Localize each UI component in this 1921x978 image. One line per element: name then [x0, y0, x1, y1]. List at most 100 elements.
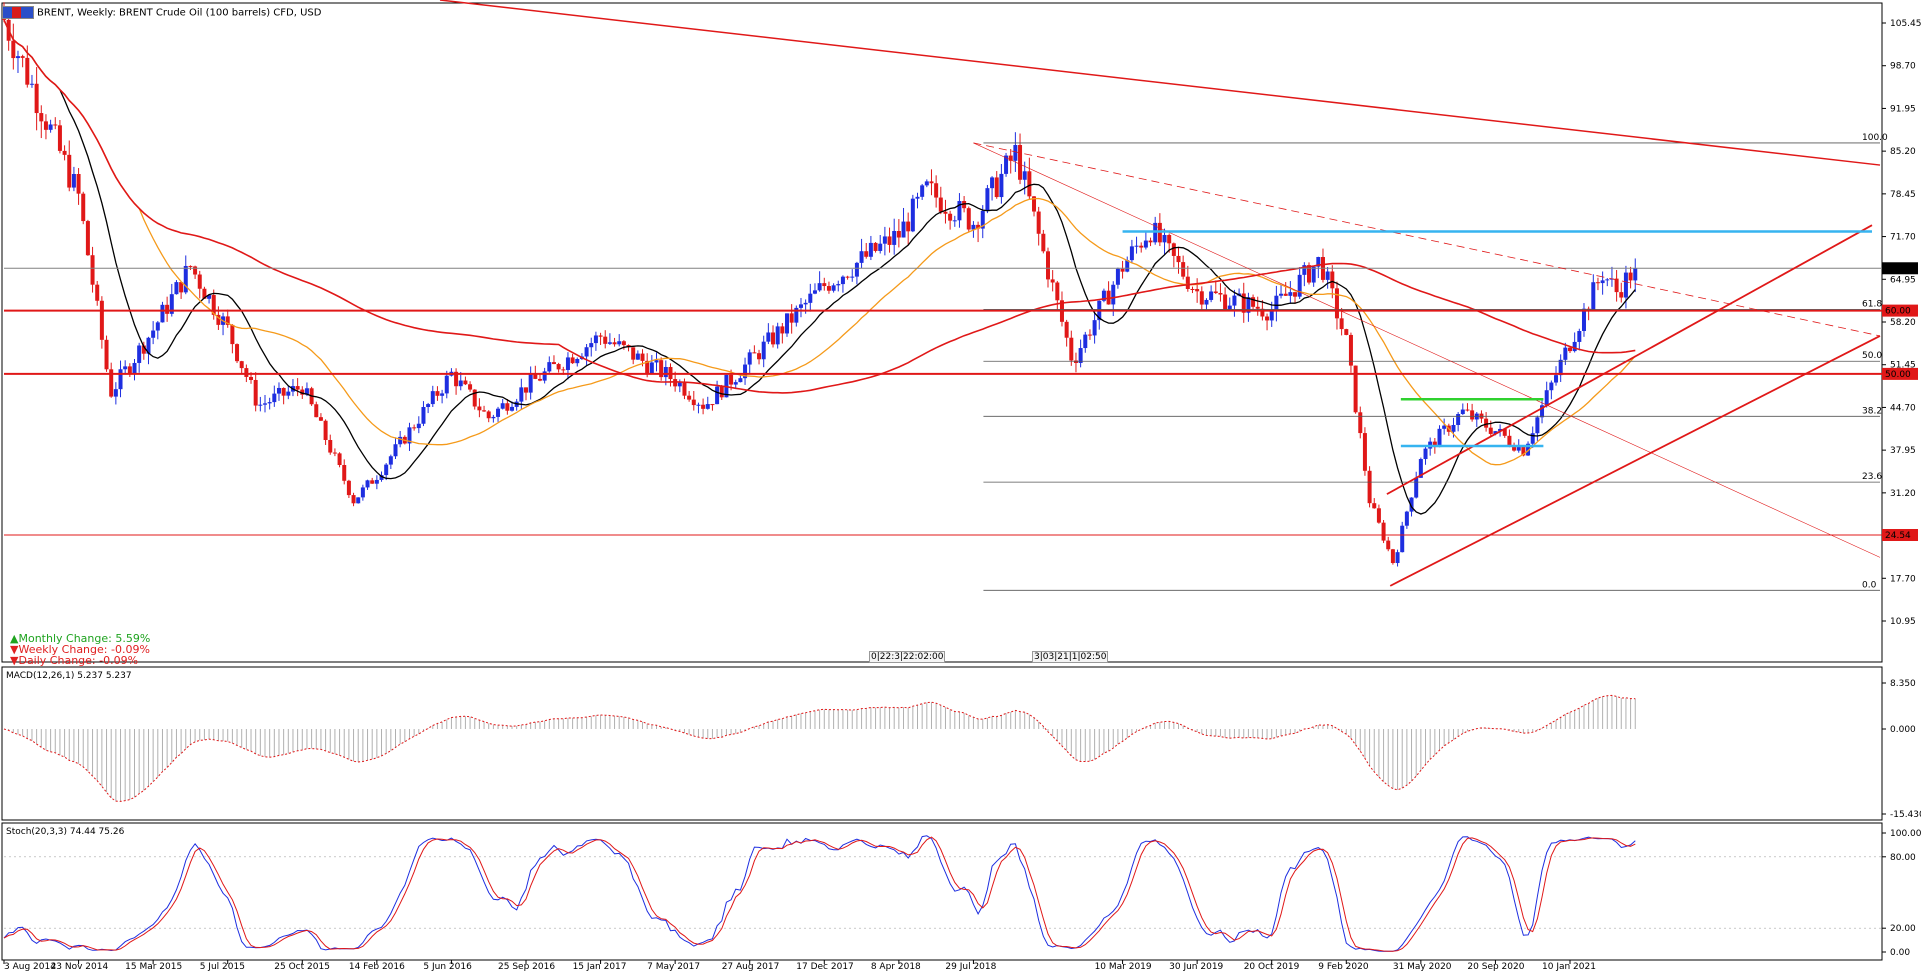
candle-body	[738, 378, 743, 383]
candle-body	[906, 221, 911, 232]
x-tick-label: 20 Oct 2019	[1244, 962, 1300, 972]
dashed-trend-line	[973, 142, 1881, 337]
candle-body	[696, 404, 701, 406]
candle-body	[1176, 255, 1181, 263]
price-label-box	[1882, 304, 1918, 317]
candle-body	[1386, 540, 1391, 550]
candle-body	[929, 181, 934, 184]
candle-body	[1325, 271, 1330, 280]
candle-body	[924, 181, 929, 186]
candle-body	[612, 342, 617, 345]
x-tick-label: 10 Mar 2019	[1095, 962, 1152, 972]
candle-body	[263, 403, 267, 405]
candle-body	[440, 393, 445, 396]
time-marker-1[interactable]: 0|22:3|22:02:00	[869, 651, 946, 663]
candle-body	[603, 336, 608, 344]
candle-body	[1437, 428, 1442, 448]
candle-body	[1600, 280, 1605, 284]
candle-body	[1246, 297, 1251, 313]
candle-body	[472, 389, 477, 407]
downtrend-line	[439, 0, 1881, 166]
candle-body	[393, 444, 398, 457]
candle-body	[477, 406, 482, 411]
price-label: 24.54	[1885, 531, 1911, 541]
candle-body	[561, 369, 566, 371]
candle-body	[1120, 268, 1125, 272]
x-tick-label: 9 Feb 2020	[1318, 962, 1369, 972]
candle-body	[1404, 511, 1409, 526]
candle-body	[300, 389, 305, 395]
y-tick-label: -15.430	[1890, 810, 1921, 820]
candle-body	[1227, 305, 1232, 310]
candle-body	[482, 410, 487, 412]
candle-body	[20, 56, 25, 58]
candle-body	[640, 353, 645, 361]
candle-body	[1334, 288, 1339, 319]
candle-body	[836, 284, 841, 286]
x-tick-label: 10 Jan 2021	[1542, 962, 1596, 972]
candle-body	[1036, 211, 1041, 234]
candle-body	[249, 376, 254, 380]
candle-body	[48, 124, 53, 130]
candle-body	[785, 313, 789, 334]
candle-body	[1032, 196, 1037, 212]
x-tick-label: 5 Jul 2015	[200, 962, 245, 972]
candle-body	[705, 404, 710, 409]
candle-body	[1372, 503, 1377, 509]
candle-body	[1381, 522, 1386, 541]
candle-body	[780, 326, 785, 334]
candle-body	[104, 339, 109, 370]
candle-body	[1595, 282, 1600, 284]
candle-body	[1018, 145, 1023, 180]
time-marker-2[interactable]: 3|03|21|1|02:50	[1032, 651, 1109, 663]
fib-level-label: 0.0	[1862, 580, 1877, 590]
stoch-pane-frame	[1, 822, 1883, 961]
candle-body	[570, 357, 575, 364]
candle-body	[491, 416, 496, 419]
candle-body	[1134, 245, 1139, 247]
candle-body	[1549, 382, 1554, 391]
candle-body	[1204, 299, 1209, 305]
candle-body	[817, 283, 822, 291]
candle-body	[896, 231, 901, 238]
candle-body	[556, 364, 561, 370]
candle-body	[1521, 446, 1526, 456]
y-tick-label: 64.95	[1890, 275, 1916, 285]
candle-body	[62, 150, 67, 155]
candle-body	[57, 125, 62, 151]
candle-body	[1101, 290, 1106, 301]
candle-body	[682, 382, 687, 396]
candle-body	[1148, 240, 1153, 243]
candle-body	[1288, 292, 1293, 296]
candle-body	[127, 366, 132, 374]
candle-body	[71, 173, 76, 188]
candle-body	[1139, 245, 1144, 248]
candle-body	[113, 389, 118, 397]
candle-body	[486, 411, 491, 419]
candle-body	[1353, 365, 1358, 413]
candle-body	[910, 198, 915, 232]
candle-body	[1563, 347, 1568, 360]
candle-body	[789, 313, 794, 323]
candle-body	[1442, 425, 1447, 429]
candle-body	[155, 322, 160, 331]
candle-body	[388, 456, 393, 465]
candle-body	[1213, 291, 1218, 293]
candle-body	[882, 236, 887, 244]
candle-body	[95, 284, 100, 301]
candle-body	[53, 124, 58, 126]
price-label-box	[1882, 262, 1918, 275]
candle-body	[1367, 470, 1372, 504]
candle-body	[76, 173, 81, 194]
candle-body	[85, 221, 90, 256]
candle-body	[183, 265, 188, 293]
x-tick-label: 31 May 2020	[1393, 962, 1452, 972]
candle-body	[542, 371, 547, 381]
candle-body	[123, 366, 128, 370]
x-tick-label: 29 Jul 2018	[945, 962, 996, 972]
candle-body	[165, 304, 170, 314]
candle-body	[938, 197, 943, 212]
candle-body	[454, 371, 459, 387]
candle-body	[342, 465, 347, 481]
